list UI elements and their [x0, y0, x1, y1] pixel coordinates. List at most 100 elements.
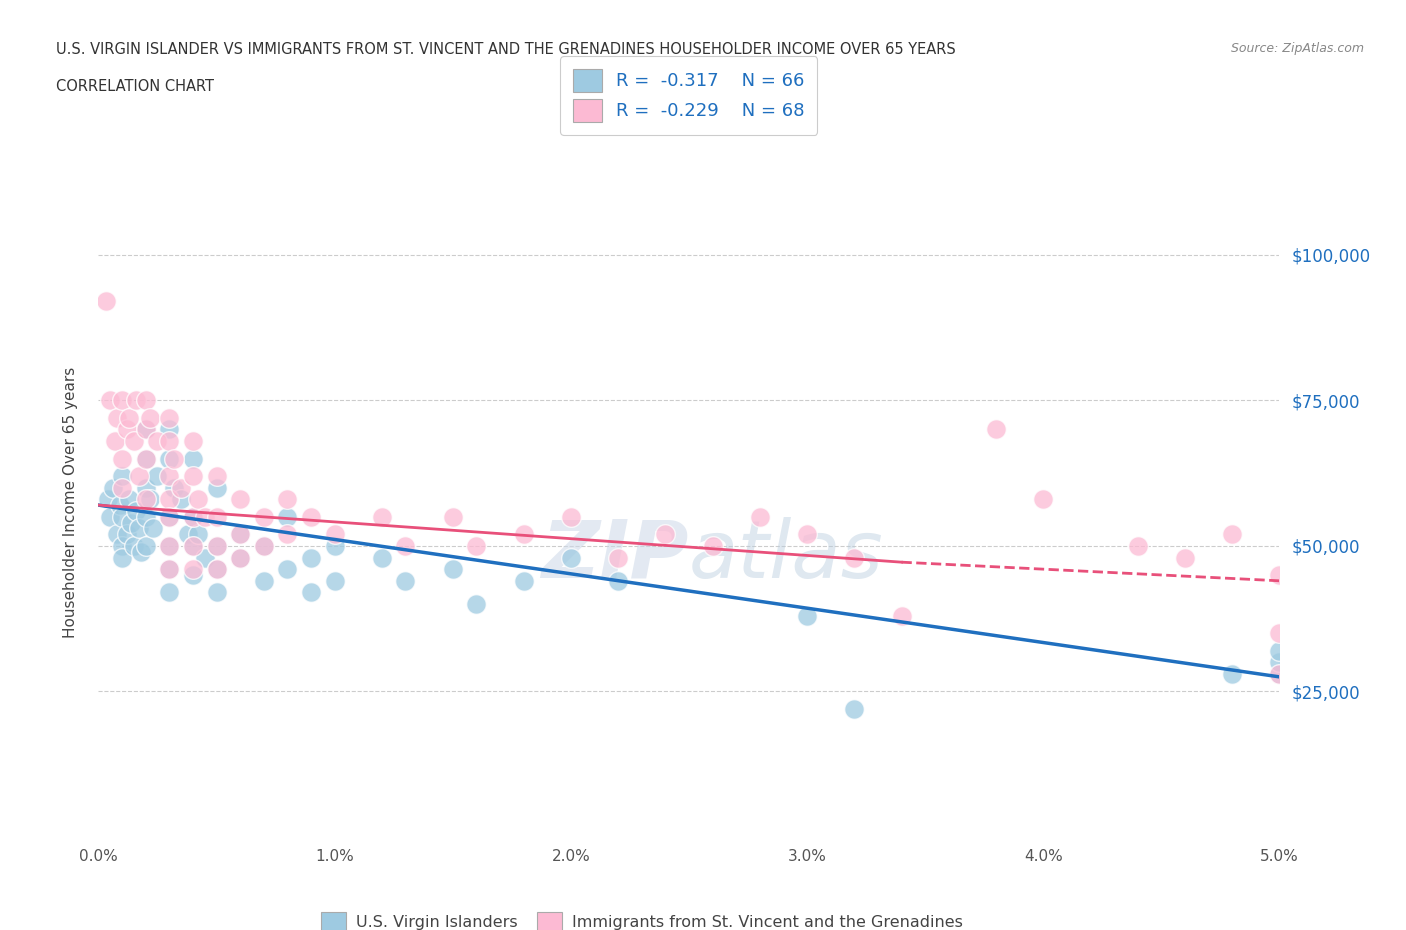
Point — [1126, 538, 1149, 553]
Point — [115, 422, 138, 437]
Point — [1220, 526, 1243, 541]
Point — [1174, 550, 1197, 565]
Point — [512, 574, 534, 589]
Point — [105, 410, 128, 425]
Point — [104, 433, 127, 448]
Point — [371, 510, 394, 525]
Point — [157, 422, 180, 437]
Point — [1268, 655, 1291, 670]
Text: atlas: atlas — [689, 517, 884, 595]
Point — [181, 510, 204, 525]
Point — [229, 550, 252, 565]
Point — [94, 294, 117, 309]
Point — [125, 392, 148, 407]
Point — [118, 492, 141, 507]
Point — [157, 585, 180, 600]
Point — [394, 574, 416, 589]
Point — [157, 492, 180, 507]
Point — [181, 562, 204, 577]
Point — [299, 550, 322, 565]
Point — [181, 538, 204, 553]
Point — [135, 392, 157, 407]
Point — [135, 451, 157, 466]
Point — [276, 526, 298, 541]
Point — [796, 608, 818, 623]
Text: CORRELATION CHART: CORRELATION CHART — [56, 79, 214, 94]
Point — [702, 538, 724, 553]
Point — [125, 503, 148, 518]
Point — [748, 510, 770, 525]
Point — [135, 422, 157, 437]
Point — [139, 410, 162, 425]
Point — [371, 550, 394, 565]
Point — [654, 526, 676, 541]
Point — [1032, 492, 1054, 507]
Point — [1268, 644, 1291, 658]
Point — [170, 480, 193, 495]
Point — [146, 469, 169, 484]
Point — [229, 492, 252, 507]
Point — [128, 521, 150, 536]
Point — [465, 597, 488, 612]
Point — [394, 538, 416, 553]
Point — [135, 492, 157, 507]
Text: ZIP: ZIP — [541, 517, 689, 595]
Point — [163, 451, 186, 466]
Point — [163, 480, 186, 495]
Point — [844, 701, 866, 716]
Point — [844, 550, 866, 565]
Point — [135, 510, 157, 525]
Point — [105, 526, 128, 541]
Point — [276, 492, 298, 507]
Point — [129, 544, 152, 559]
Point — [101, 480, 124, 495]
Point — [121, 515, 143, 530]
Point — [128, 469, 150, 484]
Point — [607, 574, 630, 589]
Point — [205, 480, 228, 495]
Point — [157, 451, 180, 466]
Y-axis label: Householder Income Over 65 years: Householder Income Over 65 years — [63, 366, 77, 638]
Point — [98, 510, 121, 525]
Legend: U.S. Virgin Islanders, Immigrants from St. Vincent and the Grenadines: U.S. Virgin Islanders, Immigrants from S… — [315, 905, 969, 930]
Point — [146, 433, 169, 448]
Text: Source: ZipAtlas.com: Source: ZipAtlas.com — [1230, 42, 1364, 55]
Point — [194, 550, 217, 565]
Point — [890, 608, 912, 623]
Point — [98, 392, 121, 407]
Point — [157, 538, 180, 553]
Point — [205, 538, 228, 553]
Point — [205, 538, 228, 553]
Point — [276, 562, 298, 577]
Point — [181, 538, 204, 553]
Point — [187, 526, 209, 541]
Point — [607, 550, 630, 565]
Point — [111, 392, 134, 407]
Point — [299, 510, 322, 525]
Point — [111, 451, 134, 466]
Point — [157, 510, 180, 525]
Point — [157, 433, 180, 448]
Point — [111, 550, 134, 565]
Point — [97, 492, 120, 507]
Point — [560, 510, 582, 525]
Point — [122, 538, 145, 553]
Point — [115, 526, 138, 541]
Point — [205, 562, 228, 577]
Point — [194, 510, 217, 525]
Point — [253, 574, 276, 589]
Point — [276, 510, 298, 525]
Point — [1268, 667, 1291, 682]
Point — [111, 480, 134, 495]
Point — [1220, 667, 1243, 682]
Point — [118, 410, 141, 425]
Point — [157, 562, 180, 577]
Point — [1268, 667, 1291, 682]
Point — [253, 510, 276, 525]
Point — [139, 492, 162, 507]
Point — [512, 526, 534, 541]
Point — [187, 492, 209, 507]
Point — [170, 492, 193, 507]
Point — [108, 498, 131, 512]
Point — [181, 510, 204, 525]
